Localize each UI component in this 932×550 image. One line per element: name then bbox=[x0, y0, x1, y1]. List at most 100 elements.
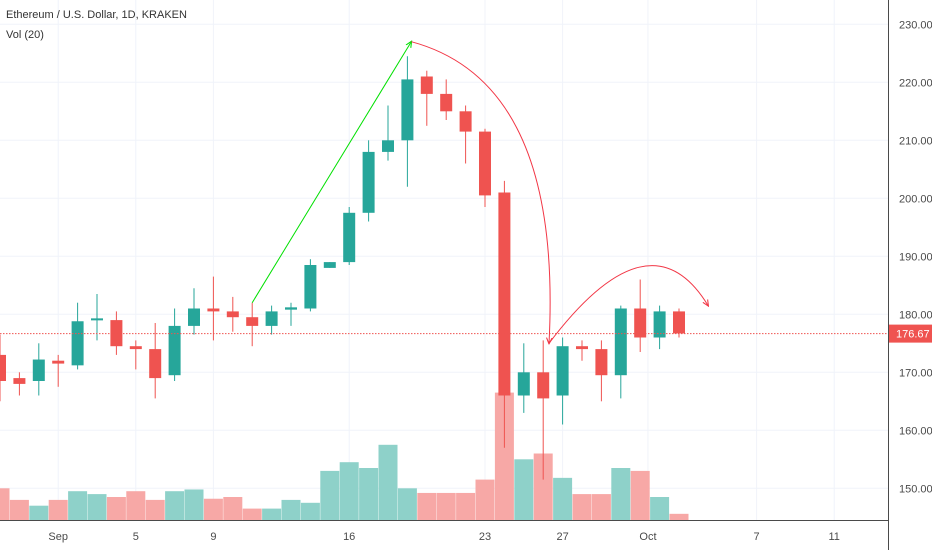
y-tick-label: 160.00 bbox=[899, 425, 932, 437]
candle-body[interactable] bbox=[149, 349, 162, 379]
candle-body[interactable] bbox=[401, 79, 414, 141]
candle-body[interactable] bbox=[673, 311, 685, 334]
candle-body[interactable] bbox=[343, 212, 356, 263]
volume-bar bbox=[572, 494, 592, 520]
candle-body[interactable] bbox=[614, 308, 627, 376]
candle-body[interactable] bbox=[440, 93, 453, 112]
volume-bar bbox=[553, 477, 573, 520]
candle[interactable] bbox=[323, 262, 336, 268]
volume-bar bbox=[417, 492, 437, 520]
x-tick-label: Oct bbox=[639, 531, 656, 543]
candle[interactable] bbox=[459, 105, 472, 164]
candle[interactable] bbox=[479, 128, 491, 207]
candle[interactable] bbox=[149, 323, 162, 399]
candle-body[interactable] bbox=[226, 311, 239, 318]
candle[interactable] bbox=[653, 305, 666, 350]
candle-body[interactable] bbox=[576, 346, 588, 350]
volume-bar bbox=[165, 491, 185, 520]
volume-bar bbox=[630, 470, 650, 520]
candle-body[interactable] bbox=[13, 378, 26, 384]
candle[interactable] bbox=[129, 340, 142, 370]
candle-body[interactable] bbox=[459, 111, 472, 132]
legend-volume-indicator[interactable]: Vol (20) bbox=[6, 29, 44, 41]
volume-bar bbox=[281, 499, 301, 520]
candle[interactable] bbox=[110, 311, 123, 355]
candle-body[interactable] bbox=[304, 265, 317, 309]
candle-body[interactable] bbox=[479, 131, 491, 196]
last-price-tag[interactable] bbox=[888, 324, 932, 343]
candle-body[interactable] bbox=[168, 325, 181, 376]
candle[interactable] bbox=[71, 302, 84, 370]
volume-bar bbox=[436, 492, 456, 520]
candle-body[interactable] bbox=[129, 346, 142, 350]
volume-bar bbox=[0, 488, 10, 520]
candle-body[interactable] bbox=[382, 140, 394, 152]
downtrend-curve-arrow[interactable] bbox=[411, 41, 550, 344]
candle-body[interactable] bbox=[362, 151, 375, 213]
candle-body[interactable] bbox=[537, 372, 550, 399]
volume-bar bbox=[300, 502, 320, 520]
candle[interactable] bbox=[556, 337, 569, 425]
candle-body[interactable] bbox=[207, 308, 220, 312]
candle[interactable] bbox=[304, 259, 317, 312]
candle-body[interactable] bbox=[634, 308, 647, 338]
candle[interactable] bbox=[362, 140, 375, 222]
candle[interactable] bbox=[537, 340, 550, 480]
legend-symbol-title[interactable]: Ethereum / U.S. Dollar, 1D, KRAKEN bbox=[6, 9, 187, 21]
candle-body[interactable] bbox=[0, 354, 6, 381]
candle[interactable] bbox=[265, 305, 278, 335]
candle-body[interactable] bbox=[653, 311, 666, 338]
candle[interactable] bbox=[188, 288, 200, 335]
volume-bar bbox=[494, 392, 514, 520]
candle[interactable] bbox=[517, 343, 530, 413]
candle-body[interactable] bbox=[52, 360, 65, 364]
candle[interactable] bbox=[168, 308, 181, 382]
candle[interactable] bbox=[285, 302, 297, 326]
candle[interactable] bbox=[576, 340, 588, 361]
candle[interactable] bbox=[595, 340, 608, 402]
candle-body[interactable] bbox=[246, 317, 259, 326]
volume-bar bbox=[87, 494, 107, 520]
candle[interactable] bbox=[420, 70, 433, 126]
candle-body[interactable] bbox=[285, 307, 297, 310]
candle-body[interactable] bbox=[110, 320, 123, 347]
candle[interactable] bbox=[440, 79, 453, 120]
projection-curve-arrow[interactable] bbox=[548, 265, 708, 344]
candle-body[interactable] bbox=[71, 321, 84, 366]
x-tick-label: 11 bbox=[828, 531, 839, 543]
x-tick-label: 5 bbox=[133, 531, 139, 543]
candle-body[interactable] bbox=[91, 318, 103, 321]
last-price-label: 176.67 bbox=[896, 329, 930, 341]
candle[interactable] bbox=[614, 305, 627, 399]
candle[interactable] bbox=[226, 296, 239, 332]
candle[interactable] bbox=[246, 302, 259, 347]
candle[interactable] bbox=[207, 276, 220, 341]
candle-body[interactable] bbox=[595, 349, 608, 376]
candle[interactable] bbox=[498, 180, 511, 448]
candle-body[interactable] bbox=[265, 311, 278, 326]
candle[interactable] bbox=[91, 294, 103, 341]
uptrend-arrow[interactable] bbox=[251, 42, 411, 303]
candle-body[interactable] bbox=[420, 76, 433, 94]
candle-body[interactable] bbox=[323, 262, 336, 268]
candle-body[interactable] bbox=[517, 372, 530, 396]
candle[interactable] bbox=[52, 354, 65, 387]
candle-body[interactable] bbox=[498, 192, 511, 396]
candles[interactable] bbox=[0, 56, 685, 480]
candle[interactable] bbox=[382, 105, 394, 161]
candle-body[interactable] bbox=[32, 359, 45, 381]
candle[interactable] bbox=[634, 279, 647, 353]
candle[interactable] bbox=[673, 308, 685, 338]
candle[interactable] bbox=[343, 207, 356, 265]
candle[interactable] bbox=[13, 372, 26, 396]
volume-bars bbox=[0, 392, 689, 520]
candle[interactable] bbox=[401, 56, 414, 187]
volume-bar bbox=[359, 468, 379, 520]
candle-body[interactable] bbox=[556, 346, 569, 396]
candle-body[interactable] bbox=[188, 308, 200, 326]
x-tick-label: 9 bbox=[210, 531, 216, 543]
candle[interactable] bbox=[0, 334, 6, 402]
candle[interactable] bbox=[32, 343, 45, 396]
